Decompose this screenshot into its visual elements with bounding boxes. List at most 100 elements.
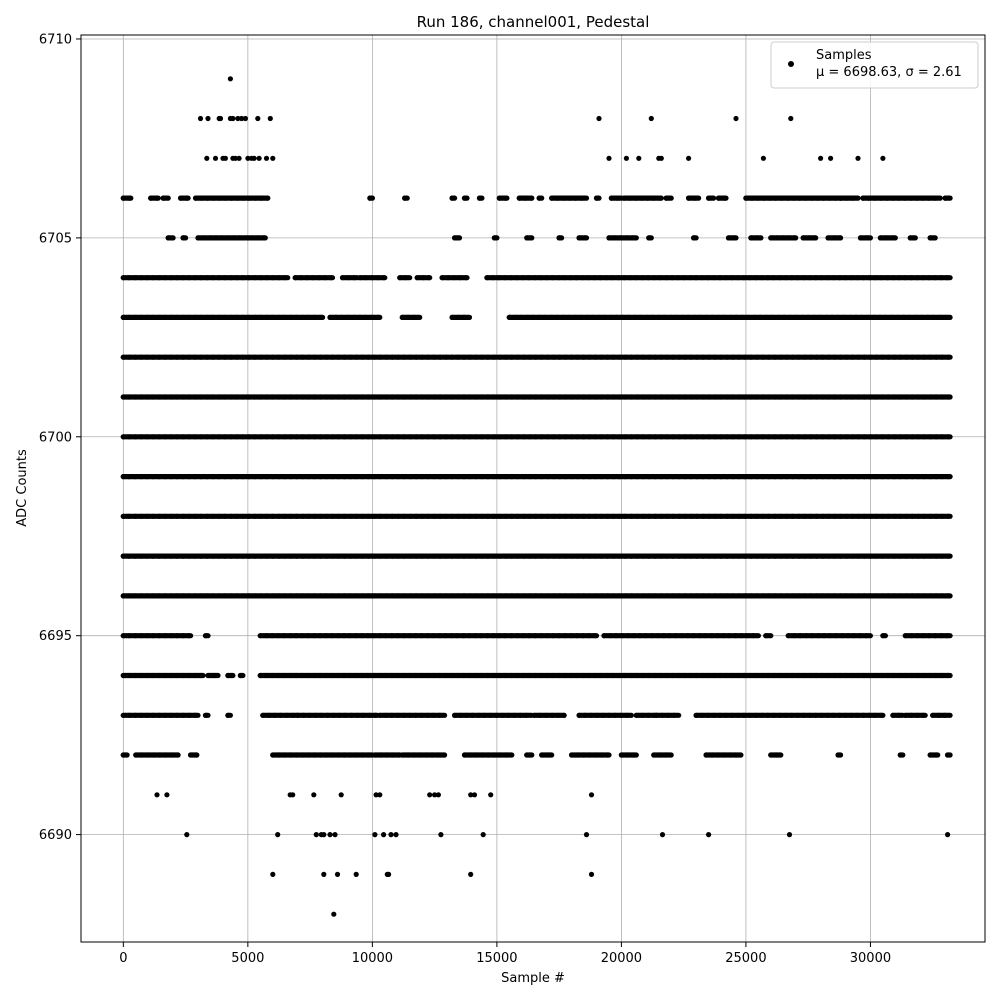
data-point	[796, 513, 802, 519]
data-point	[789, 275, 795, 281]
data-point	[353, 593, 359, 599]
data-point	[724, 434, 730, 440]
data-point	[909, 394, 915, 400]
data-point	[204, 593, 210, 599]
data-point	[644, 314, 650, 320]
data-point	[837, 235, 843, 241]
data-point	[461, 553, 467, 559]
data-point	[699, 275, 705, 281]
data-point	[383, 633, 389, 639]
data-point	[785, 633, 791, 639]
data-point	[569, 474, 575, 480]
data-point	[502, 633, 508, 639]
data-point	[369, 314, 375, 320]
data-point	[323, 672, 329, 679]
data-point	[156, 672, 162, 679]
data-point	[586, 474, 593, 480]
data-point	[795, 275, 801, 281]
data-point	[231, 235, 237, 241]
data-point	[774, 235, 780, 241]
data-point	[520, 275, 526, 281]
data-point	[228, 593, 234, 599]
data-point	[198, 195, 205, 201]
data-point	[803, 195, 809, 201]
data-point	[345, 314, 351, 320]
data-point	[634, 354, 640, 360]
data-point	[658, 394, 664, 400]
data-point	[909, 672, 915, 679]
data-point	[174, 474, 180, 480]
data-point	[126, 633, 132, 639]
data-point	[413, 712, 419, 718]
data-point	[736, 394, 742, 400]
data-point	[791, 633, 797, 639]
data-point	[807, 275, 813, 281]
data-point	[872, 195, 878, 201]
data-point	[527, 513, 533, 519]
data-point	[712, 434, 718, 440]
data-point	[282, 314, 288, 320]
data-point	[222, 434, 228, 440]
data-point	[339, 314, 345, 320]
data-point	[377, 672, 383, 679]
data-point	[395, 474, 401, 480]
data-point	[638, 314, 644, 320]
data-point	[210, 553, 216, 559]
data-point	[621, 195, 627, 201]
data-point	[562, 633, 568, 639]
data-point	[902, 633, 908, 639]
data-point	[138, 434, 144, 440]
data-point	[626, 314, 632, 320]
data-point	[732, 633, 739, 639]
data-point	[592, 474, 599, 480]
data-point	[945, 513, 951, 519]
data-point	[766, 394, 772, 400]
data-point	[527, 474, 533, 480]
data-point	[727, 752, 733, 758]
data-point	[235, 115, 241, 122]
data-point	[294, 593, 300, 599]
data-point	[820, 354, 826, 360]
data-point	[341, 553, 348, 559]
data-point	[383, 434, 389, 440]
data-point	[777, 712, 783, 718]
data-point	[243, 235, 249, 241]
data-point	[234, 593, 240, 599]
data-point	[936, 712, 942, 718]
data-point	[162, 314, 168, 320]
data-point	[282, 434, 288, 440]
data-point	[908, 195, 914, 201]
data-point	[832, 553, 838, 559]
data-point	[664, 672, 670, 679]
data-point	[180, 553, 186, 559]
data-point	[310, 275, 316, 281]
data-point	[639, 275, 645, 281]
data-point	[335, 672, 341, 679]
data-point	[785, 195, 791, 201]
data-point	[359, 354, 365, 360]
data-point	[365, 513, 371, 519]
data-point	[820, 593, 826, 599]
data-point	[885, 513, 892, 519]
data-point	[180, 712, 186, 718]
data-point	[407, 513, 413, 519]
data-point	[897, 593, 903, 599]
data-point	[606, 235, 612, 241]
data-point	[726, 633, 733, 639]
data-point	[639, 195, 645, 201]
data-point	[748, 593, 754, 599]
data-point	[162, 712, 168, 718]
data-point	[395, 633, 401, 639]
data-point	[730, 394, 736, 400]
data-point	[449, 354, 455, 360]
data-point	[890, 712, 896, 718]
data-point	[634, 394, 640, 400]
data-point	[174, 553, 180, 559]
data-point	[682, 672, 688, 679]
data-point	[341, 633, 347, 639]
data-point	[814, 513, 820, 519]
data-point	[733, 752, 739, 758]
data-point	[225, 235, 231, 241]
data-point	[246, 394, 252, 400]
data-point	[427, 792, 433, 798]
